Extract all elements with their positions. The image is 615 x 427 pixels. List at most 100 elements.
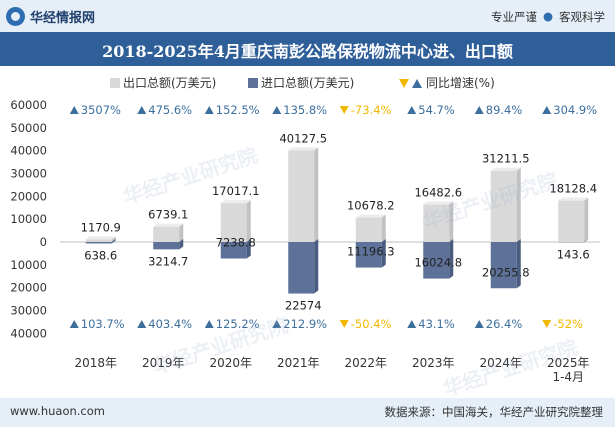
bar-import-side (179, 239, 184, 250)
bar-export (490, 170, 517, 242)
y-tick-label: 30000 (10, 304, 47, 318)
y-tick-label: 50000 (10, 121, 47, 135)
import-growth-label: 43.1% (418, 317, 455, 331)
tag-professional: 专业严谨 (490, 10, 537, 24)
data-label-export: 31211.5 (482, 152, 530, 166)
bar-export-side (111, 236, 116, 242)
data-label-export: 40127.5 (279, 131, 327, 145)
bar-export-top (288, 147, 319, 151)
export-growth-up-triangle-icon (407, 106, 417, 114)
y-tick-label: 40000 (10, 326, 47, 340)
bar-export-side (314, 147, 319, 242)
y-tick-label: 60000 (10, 98, 47, 112)
bar-import-side (516, 239, 521, 289)
export-growth-up-triangle-icon (272, 106, 282, 114)
bar-export (288, 150, 315, 242)
export-growth-label: 152.5% (216, 103, 260, 117)
x-tick-label: 2019年 (142, 356, 185, 370)
bar-export (153, 226, 180, 242)
import-growth-up-triangle-icon (69, 320, 79, 328)
export-growth-label: 304.9% (553, 103, 597, 117)
data-label-import: 11196.3 (347, 245, 395, 259)
bar-import-side (111, 239, 116, 244)
bar-import (423, 242, 450, 279)
bar-export-top (490, 167, 521, 171)
top-banner (0, 0, 615, 32)
import-growth-label: -52% (553, 317, 583, 331)
export-growth-up-triangle-icon (69, 106, 79, 114)
export-growth-up-triangle-icon (137, 106, 147, 114)
x-tick-label: 2025年 (547, 356, 590, 370)
data-label-import: 143.6 (557, 247, 590, 261)
bar-export-top (355, 214, 386, 218)
data-label-export: 1170.9 (81, 220, 121, 234)
import-growth-label: 125.2% (216, 317, 260, 331)
legend-label-import: 进口总额(万美元) (261, 76, 354, 90)
import-growth-label: -50.4% (351, 317, 392, 331)
bar-import (490, 242, 517, 289)
bar-import (288, 242, 315, 294)
brand[interactable]: 华经情报网 (6, 7, 95, 26)
data-label-import: 20255.8 (482, 265, 530, 279)
y-tick-label: 40000 (10, 144, 47, 158)
bar-export-side (179, 223, 184, 242)
bar-import (153, 242, 180, 250)
import-growth-up-triangle-icon (407, 320, 417, 328)
y-tick-label: 30000 (10, 167, 47, 181)
bar-import-side (449, 239, 454, 279)
export-growth-label: 54.7% (418, 103, 455, 117)
export-growth-up-triangle-icon (542, 106, 552, 114)
brand-logo-icon (6, 7, 25, 26)
x-tick-label: 2023年 (412, 356, 455, 370)
bar-import (85, 242, 112, 244)
brand-name: 华经情报网 (30, 11, 96, 26)
bar-export-top (85, 236, 116, 240)
bar-export-side (246, 200, 251, 242)
bar-import-side (246, 239, 251, 259)
bar-import-side (314, 239, 319, 294)
bar-export (423, 204, 450, 242)
export-growth-label: 3507% (81, 103, 121, 117)
chart: 出口总额(万美元) 进口总额(万美元) 同比增速(%) 60000 50000 40000… (10, 76, 600, 384)
bar-import (355, 242, 382, 268)
data-label-export: 6739.1 (148, 208, 188, 222)
import-growth-down-triangle-icon (542, 320, 552, 328)
export-growth-down-triangle-icon (339, 106, 349, 114)
site-url[interactable]: www.huaon.com (10, 404, 105, 418)
y-tick-label: 0 (40, 235, 47, 249)
tag-objective: 客观科学 (559, 10, 605, 24)
bar-export-side (584, 197, 589, 242)
bar-export (85, 239, 112, 242)
import-growth-label: 103.7% (81, 317, 125, 331)
bar-export (558, 200, 585, 242)
header-tags: 专业严谨 ● 客观科学 (491, 9, 605, 25)
import-growth-up-triangle-icon (272, 320, 282, 328)
y-tick-label: 10000 (10, 258, 47, 272)
x-tick-label: 1-4月 (552, 370, 584, 384)
import-growth-label: 212.9% (283, 317, 327, 331)
data-label-import: 16024.8 (414, 256, 462, 270)
data-source: 数据来源：中国海关，华经产业研究院整理 (384, 405, 604, 419)
export-growth-label: -73.4% (351, 103, 392, 117)
bar-export-top (423, 201, 454, 205)
bar-export-side (381, 214, 386, 242)
legend-growth-down-triangle-icon (399, 79, 409, 88)
bar-export-top (153, 223, 184, 227)
y-tick-label: 10000 (10, 212, 47, 226)
x-tick-label: 2020年 (209, 356, 252, 370)
bar-export-top (558, 197, 589, 201)
title-bar (0, 32, 615, 66)
bar-export-side (516, 167, 521, 242)
data-label-import: 638.6 (84, 248, 117, 262)
y-tick-label: 20000 (10, 189, 47, 203)
export-growth-up-triangle-icon (204, 106, 214, 114)
chart-title: 2018-2025年4月重庆南彭公路保税物流中心进、出口额 (102, 42, 513, 61)
footer-bar (0, 398, 615, 427)
x-tick-label: 2018年 (74, 356, 117, 370)
legend-label-export: 出口总额(万美元) (123, 76, 216, 90)
legend-swatch-export (110, 78, 120, 88)
bar-export (355, 217, 382, 242)
data-label-export: 18128.4 (549, 182, 597, 196)
import-growth-label: 403.4% (148, 317, 192, 331)
import-growth-down-triangle-icon (339, 320, 349, 328)
